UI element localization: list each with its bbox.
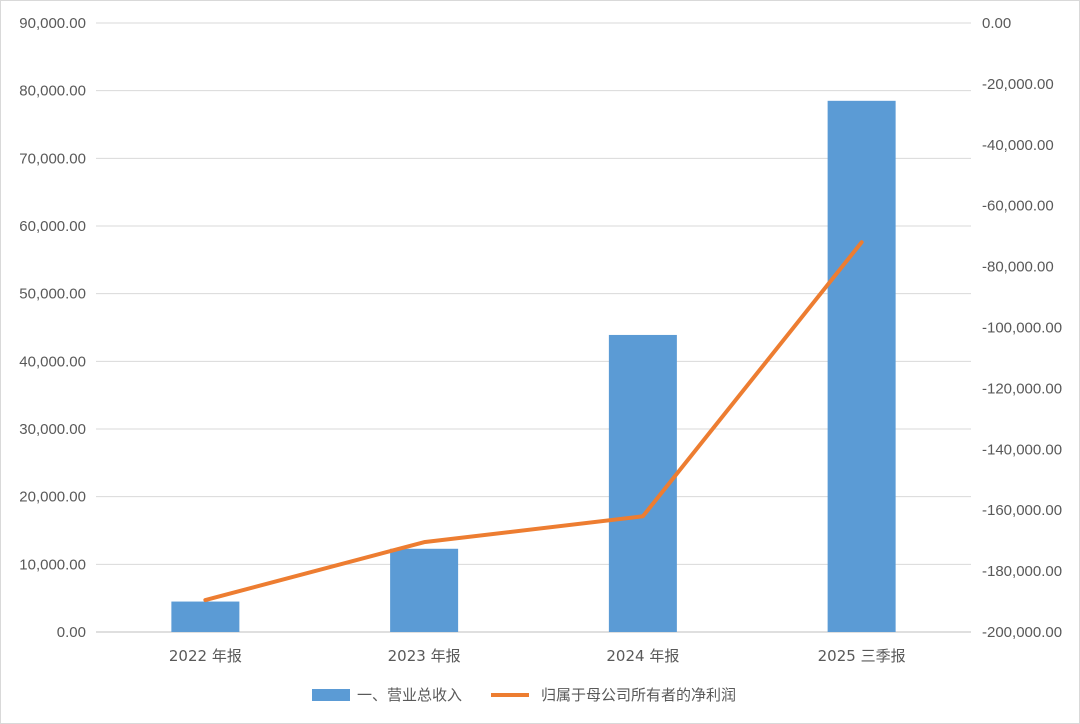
category-label: 2023 年报	[388, 647, 461, 665]
right-tick-label: -100,000.00	[982, 320, 1062, 337]
right-tick-label: -80,000.00	[982, 259, 1054, 276]
line-series	[203, 240, 864, 603]
bar-series	[171, 100, 896, 633]
right-tick-label: -160,000.00	[982, 502, 1062, 519]
left-tick-label: 90,000.00	[19, 15, 86, 32]
bar	[390, 548, 459, 632]
left-tick-label: 0.00	[57, 624, 86, 641]
right-tick-label: -140,000.00	[982, 441, 1062, 458]
right-tick-label: -200,000.00	[982, 624, 1062, 641]
left-tick-label: 30,000.00	[19, 421, 86, 438]
left-tick-label: 70,000.00	[19, 150, 86, 167]
right-tick-label: 0.00	[982, 15, 1011, 32]
left-axis-ticks: 0.00 10,000.00 20,000.00 30,000.00 40,000.00…	[19, 15, 86, 641]
legend-swatch-bar	[312, 689, 350, 701]
bar	[171, 601, 240, 632]
left-tick-label: 10,000.00	[19, 556, 86, 573]
left-tick-label: 50,000.00	[19, 286, 86, 303]
right-axis-ticks: -200,000.00 -180,000.00 -160,000.00 -140,00…	[982, 15, 1062, 641]
series-line	[203, 240, 864, 603]
category-label: 2025 三季报	[818, 647, 906, 665]
right-tick-label: -180,000.00	[982, 563, 1062, 580]
category-label: 2022 年报	[169, 647, 242, 665]
right-tick-label: -20,000.00	[982, 76, 1054, 93]
category-label: 2024 年报	[606, 647, 679, 665]
left-tick-label: 80,000.00	[19, 83, 86, 100]
right-tick-label: -60,000.00	[982, 198, 1054, 215]
left-tick-label: 60,000.00	[19, 218, 86, 235]
legend-label-net-profit: 归属于母公司所有者的净利润	[541, 686, 736, 704]
legend: 一、营业总收入 归属于母公司所有者的净利润	[312, 686, 736, 704]
bar	[827, 100, 896, 633]
category-labels: 2022 年报 2023 年报 2024 年报 2025 三季报	[169, 647, 906, 665]
left-tick-label: 40,000.00	[19, 353, 86, 370]
legend-label-revenue: 一、营业总收入	[357, 686, 462, 704]
right-tick-label: -120,000.00	[982, 380, 1062, 397]
left-tick-label: 20,000.00	[19, 489, 86, 506]
right-tick-label: -40,000.00	[982, 137, 1054, 154]
bar	[608, 334, 677, 632]
gridlines	[96, 22, 971, 633]
